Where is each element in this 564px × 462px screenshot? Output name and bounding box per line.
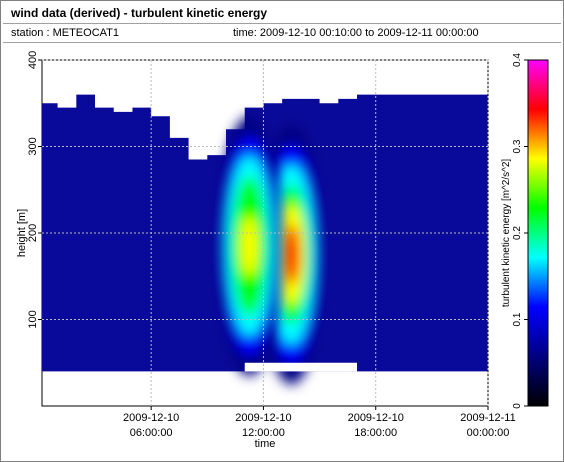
chart-title: wind data (derived) - turbulent kinetic … (11, 6, 268, 20)
x-tick-label-time: 12:00:00 (242, 427, 285, 439)
x-tick-label-date: 2009-12-11 (460, 412, 515, 424)
colorbar (527, 59, 549, 407)
grid (42, 59, 489, 406)
x-axis: 2009-12-10 06:00:00 2009-12-10 12:00:00 2009… (123, 406, 516, 439)
colorbar-tick-label: 0.1 (512, 312, 523, 326)
time-range-label: time: 2009-12-10 00:10:00 to 2009-12-11 … (233, 27, 479, 39)
colorbar-tick-label: 0.2 (512, 226, 523, 240)
y-tick-label: 300 (27, 137, 39, 155)
subtitle-divider (3, 42, 561, 43)
x-tick-label-time: 06:00:00 (130, 427, 173, 439)
colorbar-axis: 0 0.1 0.2 0.3 0.4 (512, 53, 528, 409)
y-tick-label: 400 (27, 51, 39, 69)
y-tick-label: 200 (27, 224, 39, 242)
x-tick-label-date: 2009-12-10 (123, 412, 179, 424)
tke-peak-east-level-5 (282, 224, 301, 285)
x-tick-label-date: 2009-12-10 (348, 412, 404, 424)
data-gap (244, 362, 358, 372)
tke-peak-west (217, 115, 282, 376)
colorbar-tick-label: 0.4 (512, 53, 523, 67)
x-axis-label: time (255, 438, 276, 450)
heatmap-features (217, 115, 324, 385)
colorbar-label: turbulent kinetic energy [m^2/s^2] (501, 159, 512, 308)
y-tick-label: 100 (27, 310, 39, 328)
x-tick-label-time: 00:00:00 (467, 427, 510, 439)
x-tick-label-date: 2009-12-10 (235, 412, 291, 424)
colorbar-tick-label: 0 (512, 403, 523, 409)
x-tick-label-time: 18:00:00 (354, 427, 397, 439)
tke-peak-west-level-5 (240, 215, 259, 276)
colorbar-tick-label: 0.3 (512, 139, 523, 153)
y-axis-label: height [m] (16, 209, 28, 257)
station-label: station : METEOCAT1 (11, 27, 119, 39)
title-divider (3, 23, 561, 24)
y-axis: 100 200 300 400 (27, 51, 42, 329)
